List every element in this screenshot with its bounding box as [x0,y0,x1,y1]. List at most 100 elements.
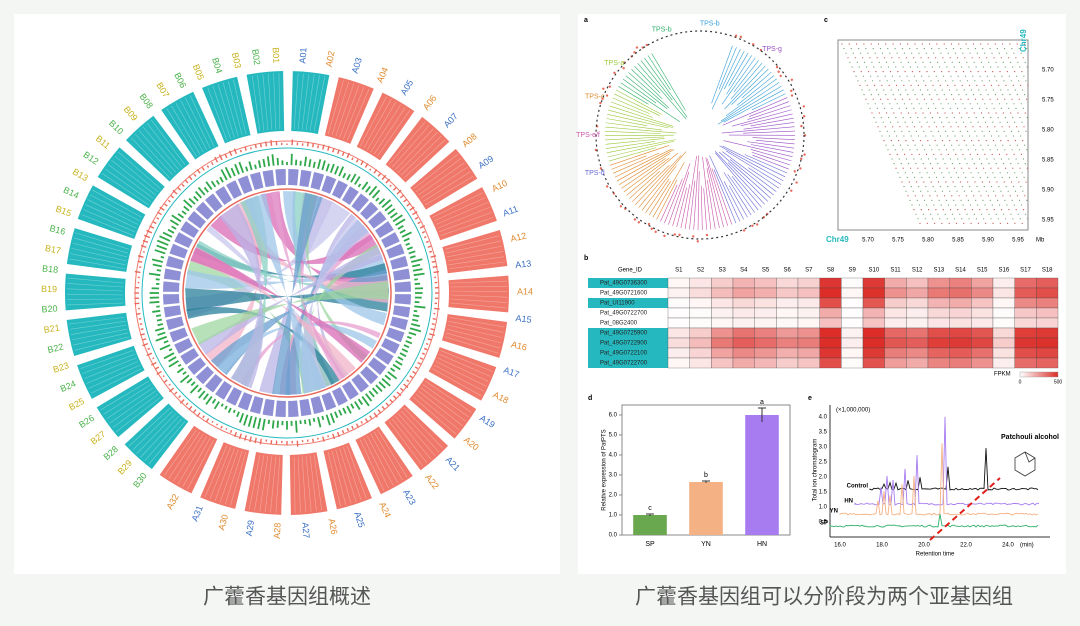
heat-cell [1036,318,1058,328]
dot [937,145,938,146]
dot [986,140,987,141]
dot [941,122,942,123]
dot [1019,99,1020,100]
gene-block [288,169,299,185]
density-green [157,270,161,271]
dot [968,168,969,169]
dot [869,108,870,109]
dot [939,168,940,169]
dot [963,223,964,224]
dot [982,200,983,201]
dot [938,80,939,81]
dot [969,85,970,86]
dot [943,209,944,210]
dot [1024,145,1025,146]
dot [936,177,937,178]
heat-cell [798,338,820,348]
dot [849,62,850,63]
y-tick-label: 2.0 [819,475,828,481]
density-green [255,165,256,169]
y-tick-label: 4.0 [819,415,828,421]
dot [902,149,903,150]
dot [935,191,936,192]
dot [907,94,908,95]
dot [1027,66,1028,67]
heat-cell [950,308,972,318]
chromosome-label: A15 [515,313,532,325]
heat-cell [690,338,712,348]
density-green [157,320,162,321]
dot [1002,177,1003,178]
dot [990,66,991,67]
dot [1013,53,1014,54]
dot [946,99,947,100]
heat-cell [711,278,733,288]
dot [904,103,905,104]
dot [885,76,886,77]
dot [968,200,969,201]
row-label: Pat_49G0736300 [600,281,648,287]
dot [911,186,912,187]
dot [896,85,897,86]
dot [986,158,987,159]
dot [1016,126,1017,127]
density-red [169,384,171,385]
heat-cell [776,288,798,298]
dot [993,57,994,58]
dot [937,62,938,63]
dot [961,200,962,201]
dot [917,218,918,219]
dot [975,99,976,100]
dot [953,149,954,150]
dot [994,177,995,178]
row-label: Pat_UI11900 [600,301,635,307]
dot [999,71,1000,72]
dot [942,89,943,90]
dot [915,195,916,196]
dot [945,214,946,215]
dot [971,140,972,141]
dot [922,62,923,63]
dot [915,163,916,164]
dot [987,76,988,77]
density-green [412,320,418,321]
unit-label: Mb [1036,238,1045,244]
heat-cell [668,298,690,308]
density-green [309,419,310,426]
dot [921,108,922,109]
dot [1010,112,1011,113]
dot [1023,76,1024,77]
tree-marker [620,205,622,207]
dot [960,181,961,182]
dot [855,57,856,58]
y-tick-label: 5.0 [609,433,618,439]
dot [982,181,983,182]
dot [970,103,971,104]
dot [882,103,883,104]
dot [890,71,891,72]
dot [851,66,852,67]
dot [989,131,990,132]
row-label: Pat_49G0721600 [600,291,648,297]
dot [1022,172,1023,173]
dot [1020,168,1021,169]
heat-cell [1015,288,1037,298]
dot [1007,71,1008,72]
dot [995,94,996,95]
gene-block [395,294,411,305]
dot [952,163,953,164]
dot [952,80,953,81]
dot [1019,117,1020,118]
heat-cell [993,318,1015,328]
density-red [136,314,140,315]
density-green [152,311,160,312]
dot [949,191,950,192]
clade-label: TPS-d [585,170,605,177]
dot [1002,195,1003,196]
dot [933,186,934,187]
heat-cell [928,338,950,348]
dot [986,57,987,58]
dot [995,195,996,196]
dot [906,108,907,109]
tree-marker [794,170,796,172]
